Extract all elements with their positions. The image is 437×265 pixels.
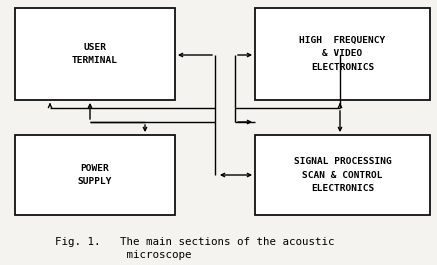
Bar <box>255 135 430 215</box>
Text: USER
TERMINAL: USER TERMINAL <box>72 43 118 65</box>
Text: HIGH  FREQUENCY
& VIDEO
ELECTRONICS: HIGH FREQUENCY & VIDEO ELECTRONICS <box>299 36 385 72</box>
Bar <box>255 8 430 100</box>
Text: SIGNAL PROCESSING
SCAN & CONTROL
ELECTRONICS: SIGNAL PROCESSING SCAN & CONTROL ELECTRO… <box>294 157 392 193</box>
Bar <box>15 135 175 215</box>
Text: Fig. 1.   The main sections of the acoustic
           microscope: Fig. 1. The main sections of the acousti… <box>55 237 334 260</box>
Text: POWER
SUPPLY: POWER SUPPLY <box>78 164 112 186</box>
Bar <box>15 8 175 100</box>
